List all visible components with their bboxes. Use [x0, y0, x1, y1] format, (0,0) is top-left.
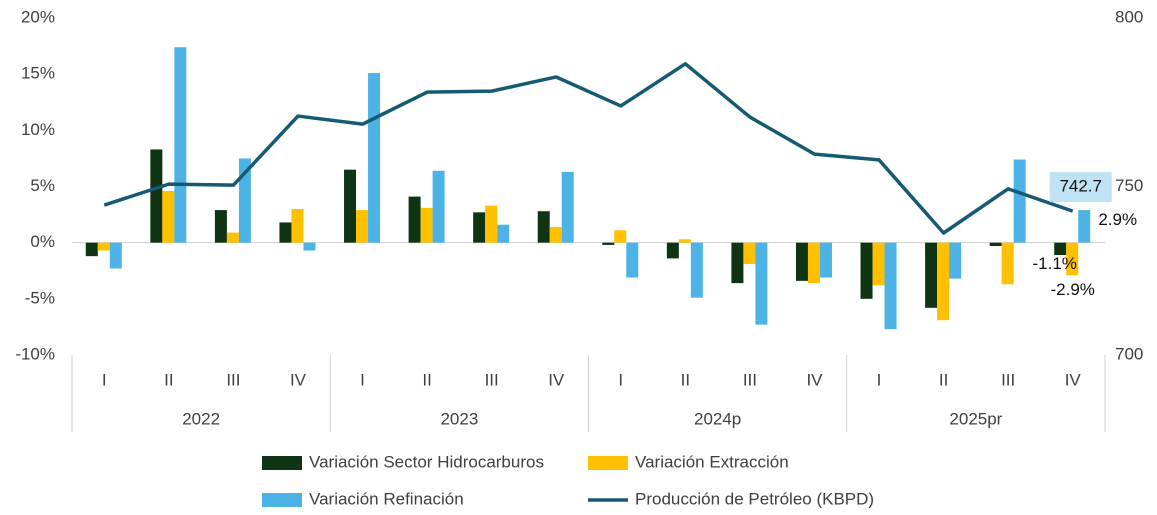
bar — [807, 242, 820, 284]
bar — [1001, 242, 1014, 285]
bar — [1054, 242, 1067, 256]
bar — [989, 242, 1002, 247]
y-tick-label: 5% — [30, 176, 55, 195]
x-tick-label: II — [939, 370, 948, 389]
bar — [743, 242, 756, 265]
bar — [626, 242, 639, 278]
bar — [1066, 242, 1079, 276]
bar — [666, 242, 679, 259]
bar — [432, 170, 445, 243]
bar — [872, 242, 885, 286]
bar — [614, 230, 627, 243]
bar — [85, 242, 98, 257]
y-tick-label: 20% — [21, 7, 55, 26]
legend-label: Variación Extracción — [635, 452, 789, 471]
y2-tick-label: 700 — [1115, 344, 1143, 363]
bar — [819, 242, 832, 278]
x-tick-label: I — [877, 370, 882, 389]
bar — [949, 242, 962, 279]
x-tick-label: III — [485, 370, 499, 389]
bar — [731, 242, 744, 284]
x-tick-label: III — [1001, 370, 1015, 389]
legend-swatch — [262, 456, 302, 470]
x-tick-label: II — [681, 370, 690, 389]
bar — [420, 207, 433, 243]
bar — [162, 190, 175, 243]
legend-label: Variación Refinación — [309, 489, 464, 508]
value-label: 2.9% — [1098, 210, 1137, 229]
bar — [497, 224, 510, 243]
bar — [344, 169, 357, 243]
y2-tick-label: 750 — [1115, 176, 1143, 195]
x-tick-label: II — [164, 370, 173, 389]
x-tick-label: IV — [548, 370, 565, 389]
bar — [602, 242, 615, 245]
x-tick-label: I — [102, 370, 107, 389]
bar — [678, 239, 691, 243]
bar — [303, 242, 316, 251]
bar — [937, 242, 950, 321]
y-tick-label: 0% — [30, 232, 55, 251]
bar — [408, 196, 421, 243]
x-tick-label: III — [226, 370, 240, 389]
value-label: -1.1% — [1033, 254, 1077, 273]
x-tick-label: I — [618, 370, 623, 389]
line-series — [103, 62, 1074, 235]
value-label-box — [1049, 172, 1112, 203]
legend-swatch — [588, 456, 628, 470]
bar — [755, 242, 768, 325]
x-group-label: 2024p — [694, 409, 741, 428]
bar — [174, 47, 187, 243]
bar — [97, 242, 110, 251]
bar — [291, 208, 304, 243]
bar — [860, 242, 873, 299]
bar — [690, 242, 703, 298]
bar — [356, 210, 369, 243]
y-tick-label: -5% — [25, 288, 55, 307]
y-tick-label: 10% — [21, 120, 55, 139]
x-tick-label: I — [360, 370, 365, 389]
bar — [884, 242, 897, 330]
y-tick-label: 15% — [21, 64, 55, 83]
bar — [368, 73, 381, 243]
x-tick-label: III — [743, 370, 757, 389]
bar — [473, 212, 486, 243]
bar — [150, 149, 163, 243]
bar — [109, 242, 122, 269]
bar — [1013, 159, 1026, 243]
bar — [1078, 210, 1091, 243]
x-group-label: 2023 — [440, 409, 478, 428]
x-group-label: 2022 — [182, 409, 220, 428]
value-label: 742.7 — [1059, 177, 1102, 196]
legend-swatch — [262, 493, 302, 507]
bar — [238, 158, 251, 243]
x-tick-label: IV — [290, 370, 307, 389]
bar — [214, 210, 227, 243]
value-label: -2.9% — [1051, 280, 1095, 299]
bar — [279, 222, 292, 243]
y-tick-label: -10% — [15, 344, 55, 363]
bar — [549, 226, 562, 243]
bar — [795, 242, 808, 281]
x-tick-label: II — [422, 370, 431, 389]
bar — [925, 242, 938, 308]
x-tick-label: IV — [1065, 370, 1082, 389]
x-group-label: 2025pr — [949, 409, 1002, 428]
bar — [537, 211, 550, 243]
legend-label: Producción de Petróleo (KBPD) — [635, 489, 874, 508]
x-tick-label: IV — [806, 370, 823, 389]
y2-tick-label: 800 — [1115, 7, 1143, 26]
legend-label: Variación Sector Hidrocarburos — [309, 452, 544, 471]
bar — [226, 232, 239, 243]
bar — [561, 171, 574, 243]
bar — [485, 205, 498, 243]
